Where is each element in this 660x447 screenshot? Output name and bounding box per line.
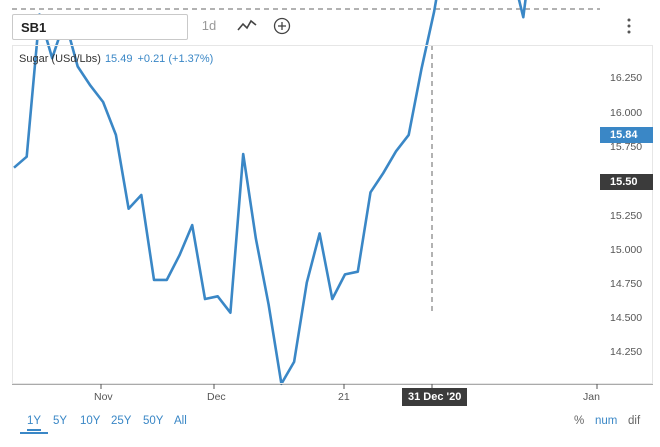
y-tick-label: 16.000 (610, 107, 643, 119)
range-underline (20, 432, 48, 434)
chart-toolbar: 1d (0, 0, 660, 50)
range-button-10y[interactable]: 10Y (80, 415, 101, 427)
range-button-all[interactable]: All (174, 415, 187, 427)
legend-instrument-name: Sugar (USd/Lbs) (19, 53, 101, 65)
line-chart-icon (237, 19, 257, 31)
chart-menu-button[interactable] (624, 16, 634, 36)
add-indicator-button[interactable] (272, 16, 292, 36)
range-button-50y[interactable]: 50Y (143, 415, 164, 427)
range-selector: 1Y 5Y 10Y 25Y 50Y All % num dif (0, 406, 660, 436)
interval-button[interactable]: 1d (201, 18, 217, 33)
y-tick-label: 14.500 (610, 312, 643, 324)
x-tick-label: 21 (338, 391, 350, 403)
series-line (13, 0, 527, 386)
plus-circle-icon (273, 17, 291, 35)
current-price-tag: 15.84 (600, 127, 653, 143)
x-tick-label: Nov (94, 391, 113, 403)
crosshair-price-tag: 15.50 (600, 174, 653, 190)
mode-button-dif[interactable]: dif (628, 415, 641, 427)
y-tick-label: 15.000 (610, 244, 643, 256)
y-tick-label: 15.250 (610, 210, 643, 222)
y-tick-label: 14.750 (610, 278, 643, 290)
mode-button-num[interactable]: num (595, 415, 618, 427)
price-series (13, 0, 527, 386)
chart-legend: Sugar (USd/Lbs) 15.49 +0.21 (+1.37%) (19, 53, 213, 65)
vertical-dots-icon (627, 18, 631, 34)
chart-type-button[interactable] (236, 16, 258, 36)
symbol-input[interactable] (12, 14, 188, 40)
range-button-5y[interactable]: 5Y (53, 415, 68, 427)
x-axis-ticks (100, 384, 598, 389)
y-tick-label: 14.250 (610, 346, 643, 358)
range-button-25y[interactable]: 25Y (111, 415, 132, 427)
chart-plot-area (12, 45, 653, 384)
y-tick-label: 15.750 (610, 141, 643, 153)
legend-last-value: 15.49 (104, 53, 133, 65)
x-tick-label: Jan (583, 391, 600, 403)
crosshair-date-tag: 31 Dec '20 (402, 388, 468, 406)
x-tick-label: Dec (207, 391, 226, 403)
range-button-1y[interactable]: 1Y (27, 411, 42, 431)
mode-button-percent[interactable]: % (574, 415, 585, 427)
y-tick-label: 16.250 (610, 72, 643, 84)
legend-change: +0.21 (+1.37%) (137, 53, 214, 65)
